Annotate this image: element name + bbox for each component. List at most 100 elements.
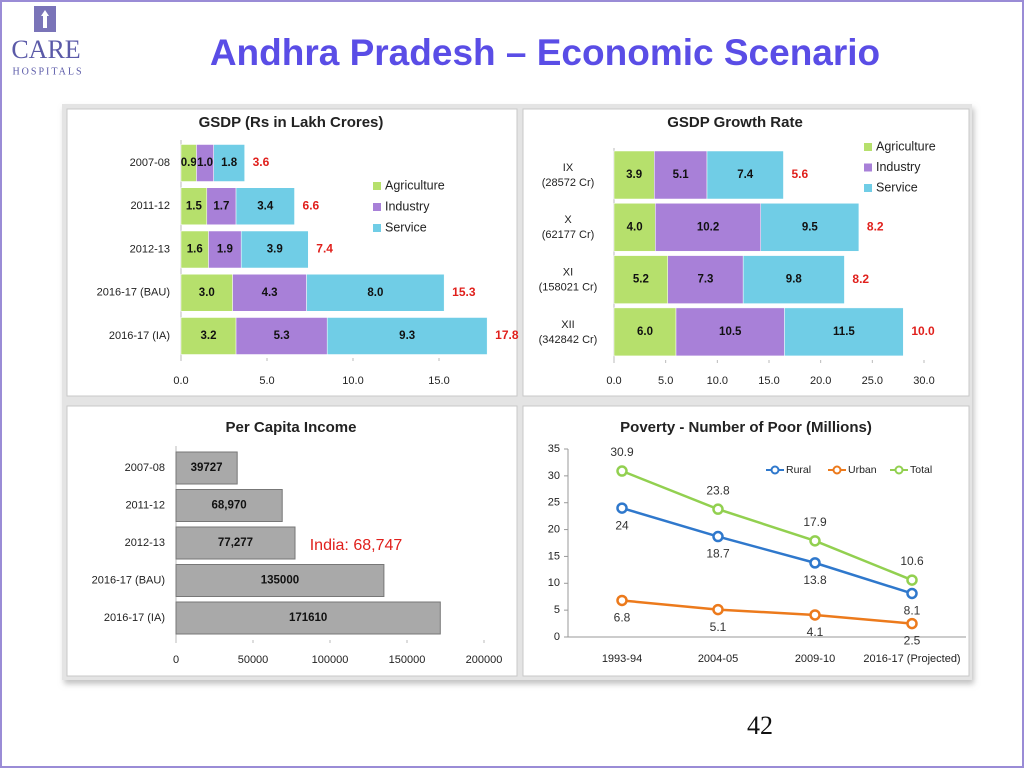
total-label: 17.8 <box>495 328 519 342</box>
x-tick-label: 25.0 <box>862 375 883 387</box>
legend-swatch <box>864 163 872 172</box>
value-label: 13.8 <box>803 573 827 587</box>
chart-title: GSDP Growth Rate <box>667 114 803 131</box>
value-label: 3.4 <box>257 200 274 212</box>
total-label: 8.2 <box>867 219 884 233</box>
value-label: 5.2 <box>633 274 649 286</box>
x-tick-label: 5.0 <box>259 375 274 387</box>
value-label: 171610 <box>289 612 327 624</box>
value-label: 5.1 <box>673 169 690 181</box>
y-tick-label: 35 <box>548 443 560 455</box>
point <box>809 557 821 569</box>
bar-segment <box>240 230 309 269</box>
bar-segment <box>180 230 209 269</box>
legend-label: Industry <box>385 199 430 213</box>
bar-segment <box>613 150 655 200</box>
legend-label: Rural <box>786 464 811 476</box>
logo-icon-mark <box>41 10 49 28</box>
x-tick-label: 2004-05 <box>698 653 738 665</box>
point <box>906 617 918 630</box>
bar-segment <box>206 187 237 225</box>
value-label: 17.9 <box>803 515 827 529</box>
value-label: 1.6 <box>187 244 203 256</box>
bar <box>175 601 441 635</box>
value-label: 68,970 <box>212 500 247 512</box>
logo-sub: HOSPITALS <box>12 66 83 77</box>
total-label: 6.6 <box>303 198 320 212</box>
y-tick-label: 15 <box>548 550 560 562</box>
value-label: 7.3 <box>697 274 713 286</box>
y-tick-label: 2011-12 <box>125 499 165 511</box>
total-label: 7.4 <box>316 242 333 256</box>
bar-segment <box>654 150 708 200</box>
bar-segment <box>667 255 744 304</box>
value-label: 9.8 <box>786 274 803 286</box>
logo: CARE HOSPITALS <box>11 6 83 77</box>
bar-segment <box>742 255 845 304</box>
legend-label: Service <box>876 180 918 194</box>
legend-label: Urban <box>848 464 877 476</box>
y-tick-label: 2012-13 <box>125 537 165 549</box>
total-label: 5.6 <box>791 167 808 181</box>
x-tick-label: 0.0 <box>173 375 188 387</box>
y-tick-label: X <box>564 214 572 226</box>
bar-segment <box>306 274 445 312</box>
chart-title: Per Capita Income <box>226 419 357 436</box>
bar-segment <box>784 307 904 357</box>
y-tick-label: 2012-13 <box>130 243 170 255</box>
value-label: 18.7 <box>706 547 730 561</box>
total-label: 8.2 <box>852 272 869 286</box>
legend-swatch <box>864 184 872 192</box>
y-tick-label: 25 <box>548 497 560 509</box>
y-tick-note: (342842 Cr) <box>539 334 598 346</box>
value-label: 6.0 <box>637 326 653 338</box>
value-label: 2.5 <box>904 634 921 648</box>
value-label: 10.5 <box>719 326 742 338</box>
y-tick-label: 2016-17 (IA) <box>104 612 165 624</box>
y-tick-note: (28572 Cr) <box>542 177 595 189</box>
value-label: 4.0 <box>627 221 643 233</box>
legend-marker <box>770 465 780 475</box>
bar-segment <box>235 187 295 225</box>
bar-segment <box>326 317 488 355</box>
value-label: 6.8 <box>614 611 631 625</box>
bar-segment <box>613 203 656 252</box>
value-label: 3.2 <box>201 330 217 342</box>
point <box>906 574 918 586</box>
point <box>712 603 724 616</box>
point <box>616 502 628 514</box>
value-label: 9.3 <box>399 330 415 342</box>
x-tick-label: 15.0 <box>428 375 449 387</box>
bar <box>175 564 385 597</box>
series-line <box>621 599 913 625</box>
total-label: 10.0 <box>911 324 935 338</box>
x-tick-label: 2016-17 (Projected) <box>863 653 960 665</box>
value-label: 135000 <box>261 575 299 587</box>
value-label: 3.9 <box>267 244 283 256</box>
bar <box>175 489 283 522</box>
value-label: 1.8 <box>221 157 238 169</box>
value-label: 1.7 <box>213 200 229 212</box>
panel <box>522 405 970 677</box>
x-tick-label: 1993-94 <box>602 653 642 665</box>
bar-segment <box>180 317 237 355</box>
bar-segment <box>760 203 860 252</box>
value-label: 39727 <box>191 462 223 474</box>
y-tick-label: 2007-08 <box>125 462 165 474</box>
total-label: 15.3 <box>452 285 476 299</box>
y-tick-label: 2016-17 (BAU) <box>92 574 165 586</box>
value-label: 1.9 <box>217 244 233 256</box>
bar <box>175 451 238 485</box>
x-tick-label: 20.0 <box>810 375 831 387</box>
value-label: 4.1 <box>807 625 824 639</box>
value-label: 11.5 <box>833 326 855 338</box>
x-tick-label: 10.0 <box>342 375 363 387</box>
legend-swatch <box>373 203 381 211</box>
value-label: 30.9 <box>610 445 634 459</box>
point <box>809 535 821 547</box>
y-tick-label: IX <box>563 162 574 174</box>
legend-swatch <box>864 143 872 151</box>
y-tick-label: 5 <box>554 604 560 616</box>
bar-segment <box>613 255 668 304</box>
